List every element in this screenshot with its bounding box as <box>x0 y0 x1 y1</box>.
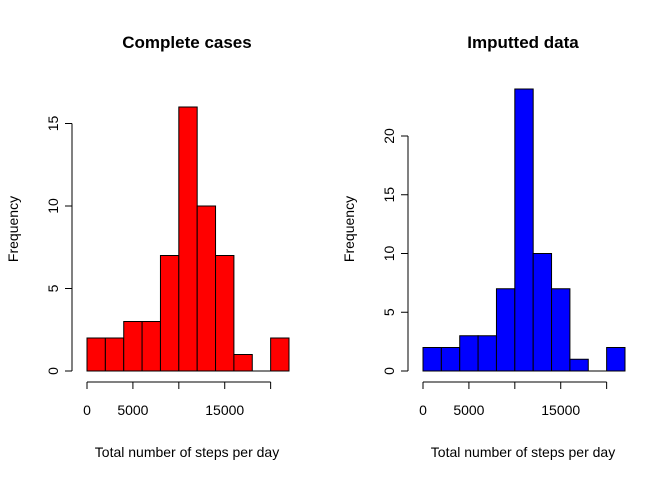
histogram-bar <box>270 337 290 372</box>
histogram-bar <box>233 354 253 372</box>
y-tick-label: 5 <box>381 308 397 316</box>
y-tick-label: 10 <box>381 246 397 262</box>
histogram-bar <box>569 358 589 372</box>
x-tick-label: 15000 <box>205 402 244 418</box>
y-axis-label: Frequency <box>341 196 357 262</box>
chart-title: Imputted data <box>467 33 579 52</box>
x-tick-label: 5000 <box>117 402 148 418</box>
y-tick-label: 0 <box>381 367 397 375</box>
y-tick-label: 15 <box>45 116 61 132</box>
bars <box>422 88 626 372</box>
panel-imputted-data: Imputted data Total number of steps per … <box>341 33 626 460</box>
x-axis-label: Total number of steps per day <box>95 444 279 460</box>
chart-title: Complete cases <box>122 33 251 52</box>
histogram-bar <box>477 335 497 372</box>
x-tick-label: 5000 <box>453 402 484 418</box>
histogram-bar <box>532 253 553 372</box>
y-axis: 0 5 10 15 20 <box>381 128 409 375</box>
histogram-bar <box>123 321 143 372</box>
histogram-bar <box>141 321 161 372</box>
y-tick-label: 20 <box>381 128 397 144</box>
bars <box>86 106 290 372</box>
histogram-bar <box>440 347 461 372</box>
x-tick-label: 0 <box>83 402 91 418</box>
panel-complete-cases: Complete cases Total number of steps per… <box>5 33 290 460</box>
histogram-bar <box>459 335 479 372</box>
histogram-bar <box>606 347 626 372</box>
y-tick-label: 10 <box>45 198 61 214</box>
x-axis: 0 5000 15000 <box>83 381 272 418</box>
histogram-bar <box>514 88 534 372</box>
x-tick-label: 15000 <box>541 402 580 418</box>
histogram-bar <box>551 288 571 372</box>
histogram-bar <box>178 106 198 372</box>
x-axis: 0 5000 15000 <box>419 381 608 418</box>
y-axis-label: Frequency <box>5 196 21 262</box>
histogram-bar <box>104 337 125 372</box>
histogram-bar <box>495 288 516 372</box>
x-axis-label: Total number of steps per day <box>431 444 615 460</box>
y-tick-label: 0 <box>45 367 61 375</box>
y-tick-label: 5 <box>45 284 61 292</box>
histogram-bar <box>422 347 442 372</box>
histogram-bar <box>159 255 180 372</box>
histogram-bar <box>215 255 235 372</box>
y-axis: 0 5 10 15 <box>45 116 73 375</box>
x-tick-label: 0 <box>419 402 427 418</box>
histogram-bar <box>196 205 217 372</box>
y-tick-label: 15 <box>381 187 397 203</box>
histogram-bar <box>86 337 106 372</box>
